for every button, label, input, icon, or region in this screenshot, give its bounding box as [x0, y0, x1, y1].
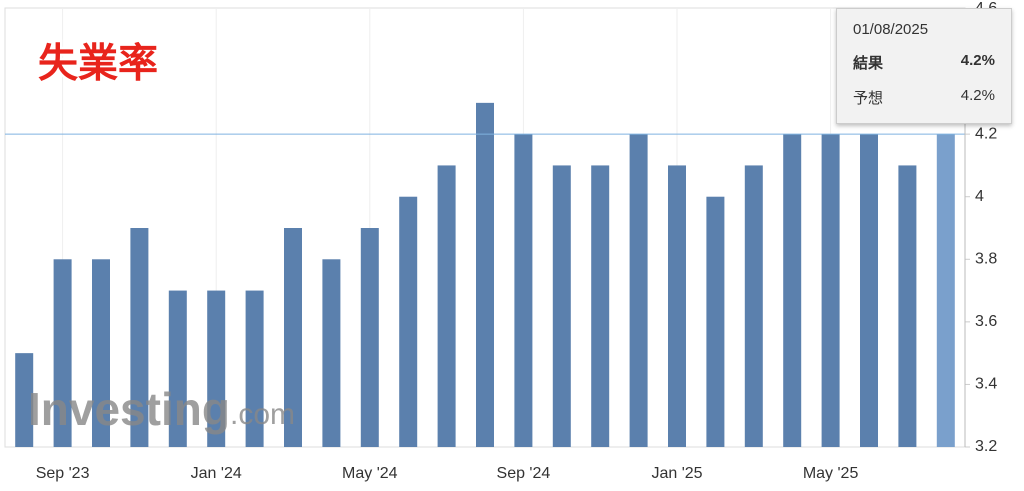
bar: [860, 134, 878, 447]
x-tick-label: Sep '24: [497, 465, 551, 482]
y-tick-label: 4: [975, 188, 984, 205]
bar: [898, 165, 917, 447]
y-tick-label: 3.8: [975, 251, 997, 268]
bar: [437, 165, 456, 447]
y-tick-label: 3.4: [975, 376, 997, 393]
bar: [399, 196, 418, 447]
bar: [322, 259, 341, 447]
x-tick-label: Jan '25: [651, 465, 702, 482]
bar: [15, 353, 34, 447]
tooltip-label: 予想: [853, 90, 884, 107]
bar: [668, 165, 686, 447]
bar: [706, 196, 725, 447]
bar: [552, 165, 571, 447]
x-tick-label: May '25: [803, 465, 859, 482]
y-tick-label: 3.6: [975, 313, 997, 330]
bar: [744, 165, 763, 447]
bar: [783, 134, 802, 447]
bar: [514, 134, 533, 447]
bar: [591, 165, 610, 447]
bar: [130, 228, 149, 447]
tooltip-row: 予想 4.2%: [853, 87, 995, 108]
tooltip-row: 結果 4.2%: [853, 52, 995, 73]
tooltip-value: 4.2%: [960, 52, 995, 69]
bar: [360, 228, 379, 447]
x-tick-label: May '24: [342, 465, 398, 482]
bar: [53, 259, 72, 447]
tooltip-value: 4.2%: [960, 87, 995, 104]
watermark-suffix: .com: [230, 398, 295, 431]
bar: [284, 228, 302, 447]
x-tick-label: Sep '23: [36, 465, 90, 482]
tooltip-label: 結果: [853, 55, 884, 72]
bar: [168, 290, 187, 447]
bar: [936, 134, 955, 447]
bar: [245, 290, 264, 447]
bar: [207, 290, 226, 447]
bar: [92, 259, 110, 447]
bar: [821, 134, 840, 447]
y-tick-label: 3.2: [975, 438, 997, 455]
bar: [476, 102, 494, 447]
tooltip-date: 01/08/2025: [853, 21, 929, 38]
y-tick-label: 4.2: [975, 125, 997, 142]
bar: [629, 134, 648, 447]
chart-title: 失業率: [38, 42, 158, 86]
x-tick-label: Jan '24: [191, 465, 242, 482]
watermark: Investing: [28, 383, 230, 435]
tooltip: 01/08/2025 結果 4.2% 予想 4.2%: [836, 8, 1012, 124]
